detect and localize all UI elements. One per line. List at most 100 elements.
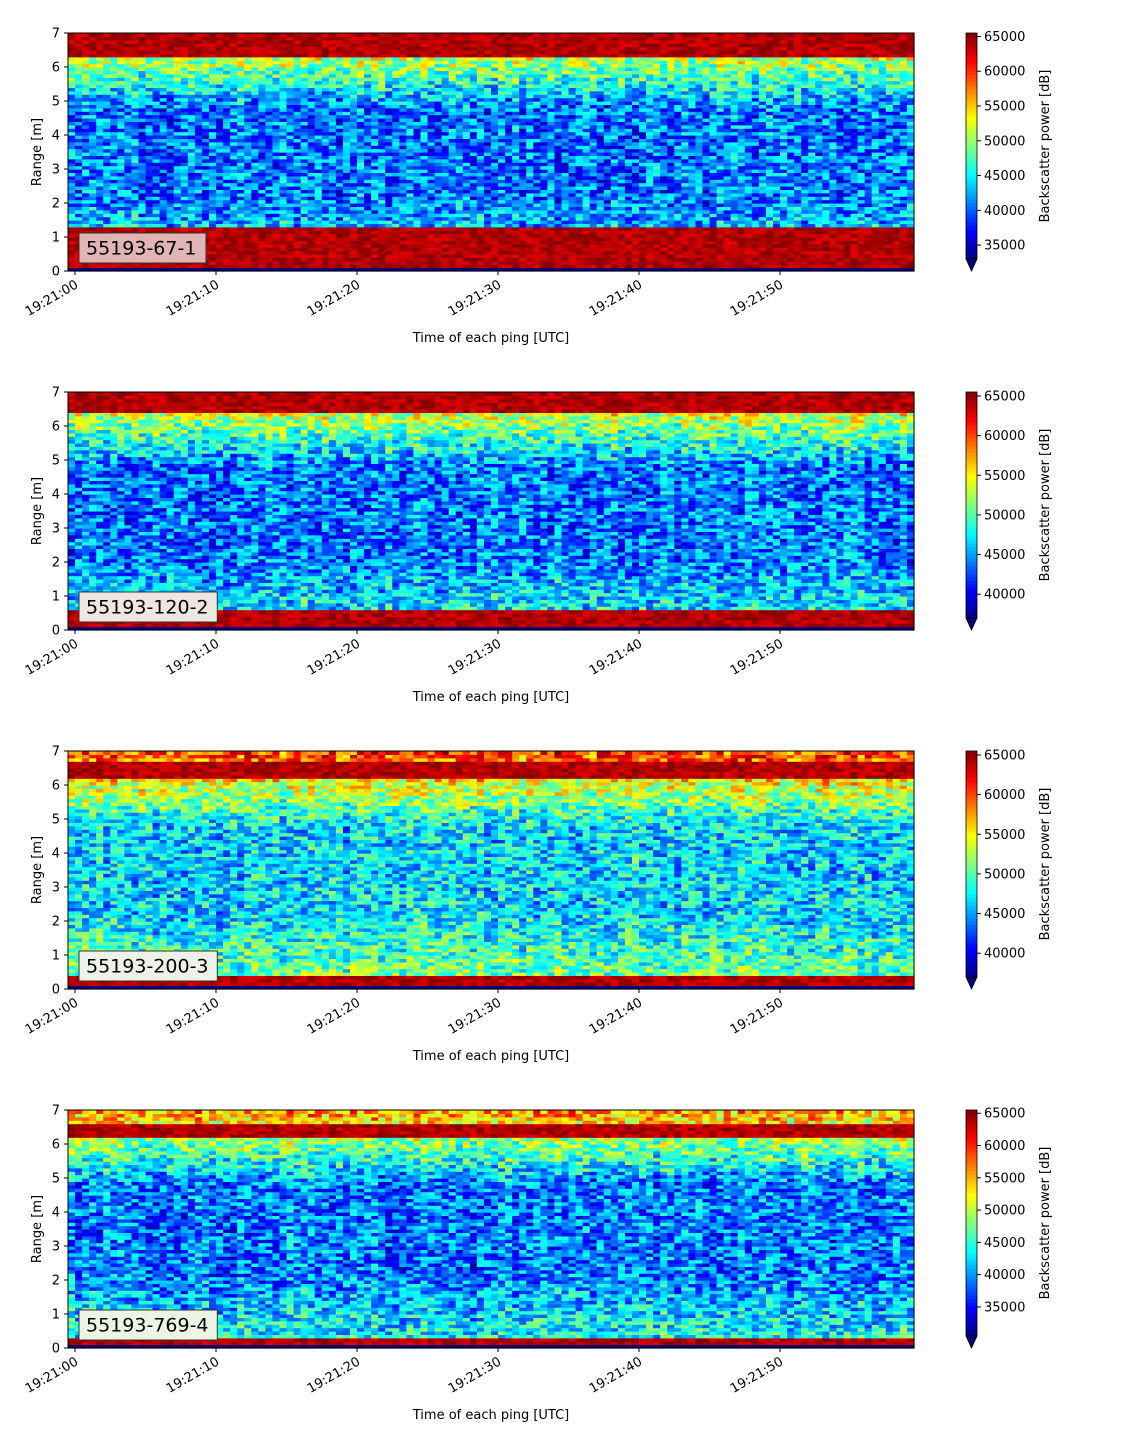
y-tick-label: 7 [52,1104,60,1119]
x-tick-label: 19:21:30 [446,1354,504,1396]
y-tick-label: 4 [52,129,60,144]
x-tick-label: 19:21:20 [305,277,363,319]
colorbar-label: Backscatter power [dB] [1038,429,1053,582]
x-tick-label: 19:21:10 [164,995,222,1037]
colorbar-tick-label: 40000 [984,947,1025,962]
colorbar-tick-label: 60000 [984,1139,1025,1154]
y-tick-label: 2 [52,556,60,571]
x-tick-label: 19:21:00 [23,636,81,678]
x-tick-label: 19:21:50 [728,1354,786,1396]
colorbar-extend-arrow [966,618,977,630]
y-tick-label: 5 [52,813,60,828]
x-tick-label: 19:21:10 [164,636,222,678]
y-tick-label: 1 [52,590,60,605]
y-tick-label: 0 [52,1342,60,1357]
colorbar-tick-label: 45000 [984,1236,1025,1251]
colorbar-tick-label: 50000 [984,867,1025,882]
y-tick-label: 7 [52,745,60,760]
x-tick-label: 19:21:40 [587,995,645,1037]
instrument-label: 55193-200-3 [79,951,217,981]
x-tick-label: 19:21:00 [23,1354,81,1396]
y-tick-label: 7 [52,27,60,42]
instrument-label: 55193-120-2 [79,592,217,622]
colorbar-tick-label: 40000 [984,1268,1025,1283]
instrument-label: 55193-67-1 [79,233,206,263]
colorbar-tick-label: 65000 [984,1107,1025,1122]
x-tick-label: 19:21:20 [305,995,363,1037]
y-tick-label: 1 [52,231,60,246]
x-tick-label: 19:21:00 [23,277,81,319]
y-tick-label: 6 [52,420,60,435]
x-tick-label: 19:21:00 [23,995,81,1037]
colorbar-tick-label: 60000 [984,429,1025,444]
instrument-label: 55193-769-4 [79,1310,217,1340]
x-axis-label: Time of each ping [UTC] [412,1408,570,1423]
x-tick-label: 19:21:10 [164,1354,222,1396]
colorbar-tick-label: 55000 [984,100,1025,115]
y-tick-label: 1 [52,949,60,964]
colorbar-tick-label: 55000 [984,1171,1025,1186]
y-tick-label: 4 [52,1206,60,1221]
instrument-label-text: 55193-67-1 [86,238,196,260]
y-tick-label: 3 [52,163,60,178]
colorbar-tick-label: 60000 [984,788,1025,803]
x-axis-label: Time of each ping [UTC] [412,690,570,705]
y-tick-label: 0 [52,983,60,998]
x-tick-label: 19:21:30 [446,636,504,678]
y-tick-label: 5 [52,454,60,469]
y-tick-label: 2 [52,1274,60,1289]
x-tick-label: 19:21:40 [587,1354,645,1396]
y-tick-label: 2 [52,197,60,212]
colorbar-tick-label: 40000 [984,588,1025,603]
y-tick-label: 1 [52,1308,60,1323]
colorbar-extend-arrow [966,1336,977,1348]
y-axis-label: Range [m] [30,477,45,545]
y-tick-label: 4 [52,847,60,862]
colorbar: 35000400004500050000550006000065000Backs… [966,30,1053,271]
x-tick-label: 19:21:50 [728,995,786,1037]
x-tick-label: 19:21:30 [446,995,504,1037]
colorbar-tick-label: 55000 [984,469,1025,484]
x-axis-label: Time of each ping [UTC] [412,1049,570,1064]
y-tick-label: 4 [52,488,60,503]
colorbar-tick-label: 55000 [984,828,1025,843]
colorbar: 400004500050000550006000065000Backscatte… [966,748,1053,989]
colorbar-extend-arrow [966,259,977,271]
instrument-label-text: 55193-200-3 [86,956,209,978]
y-tick-label: 6 [52,1138,60,1153]
colorbar-label: Backscatter power [dB] [1038,70,1053,223]
y-tick-label: 6 [52,61,60,76]
y-axis-label: Range [m] [30,1195,45,1263]
x-tick-label: 19:21:10 [164,277,222,319]
y-tick-label: 5 [52,95,60,110]
colorbar-extend-arrow [966,977,977,989]
y-tick-label: 3 [52,1240,60,1255]
colorbar: 35000 40000 45000 50000 55000 60000 65000 Backs… [966,1107,1053,1348]
y-tick-label: 7 [52,386,60,401]
y-tick-label: 3 [52,522,60,537]
y-tick-label: 3 [52,881,60,896]
colorbar-tick-label: 40000 [984,204,1025,219]
colorbar-tick-label: 50000 [984,508,1025,523]
x-tick-label: 19:21:40 [587,277,645,319]
colorbar-tick-label: 60000 [984,65,1025,80]
colorbar-tick-label: 45000 [984,169,1025,184]
y-tick-label: 0 [52,265,60,280]
y-axis-label: Range [m] [30,836,45,904]
colorbar-tick-label: 50000 [984,1204,1025,1219]
x-tick-label: 19:21:50 [728,277,786,319]
x-tick-label: 19:21:50 [728,636,786,678]
colorbar-label: Backscatter power [dB] [1038,1147,1053,1300]
x-axis-label: Time of each ping [UTC] [412,331,570,346]
y-tick-label: 5 [52,1172,60,1187]
colorbar-tick-label: 65000 [984,30,1025,45]
instrument-label-text: 55193-120-2 [86,597,209,619]
y-tick-label: 2 [52,915,60,930]
x-tick-label: 19:21:40 [587,636,645,678]
colorbar-tick-label: 35000 [984,1300,1025,1315]
x-tick-label: 19:21:20 [305,636,363,678]
x-tick-label: 19:21:20 [305,1354,363,1396]
